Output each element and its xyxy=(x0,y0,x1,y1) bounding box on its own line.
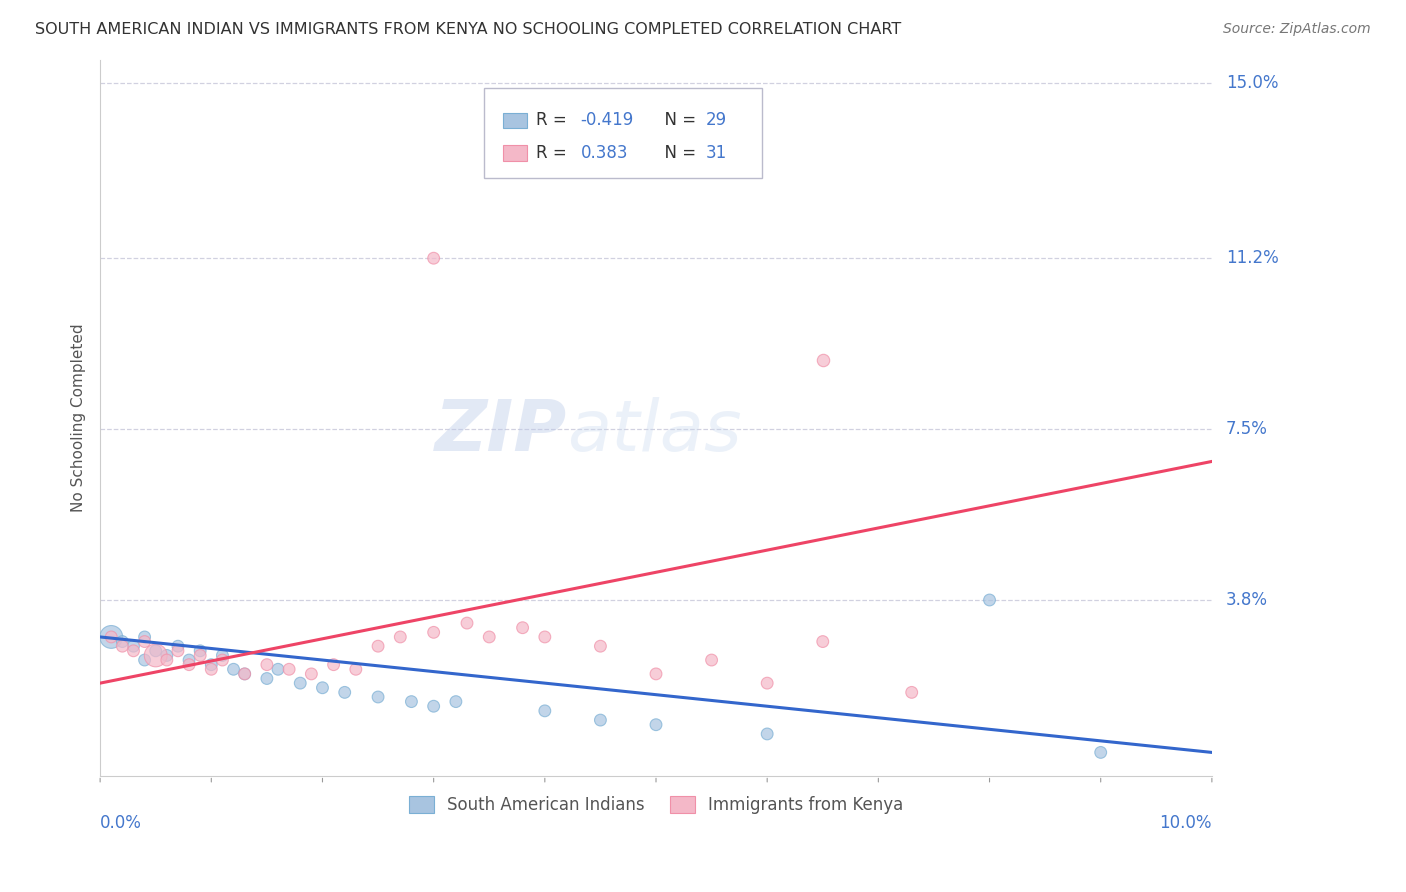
Point xyxy=(456,616,478,631)
Point xyxy=(756,727,779,741)
Point xyxy=(589,639,612,653)
Text: 10.0%: 10.0% xyxy=(1160,814,1212,832)
Point xyxy=(188,644,211,658)
Legend: South American Indians, Immigrants from Kenya: South American Indians, Immigrants from … xyxy=(402,789,910,821)
Point xyxy=(444,695,467,709)
Point xyxy=(422,699,444,714)
Text: Source: ZipAtlas.com: Source: ZipAtlas.com xyxy=(1223,22,1371,37)
Point xyxy=(200,657,222,672)
Text: 11.2%: 11.2% xyxy=(1226,249,1278,268)
Text: 0.383: 0.383 xyxy=(581,144,628,161)
FancyBboxPatch shape xyxy=(502,145,527,161)
Point xyxy=(211,648,233,663)
FancyBboxPatch shape xyxy=(502,112,527,128)
Point xyxy=(256,672,278,686)
Point xyxy=(534,630,557,644)
Text: N =: N = xyxy=(654,112,702,129)
Point xyxy=(700,653,723,667)
Point xyxy=(645,666,668,681)
Point xyxy=(100,630,122,644)
Point xyxy=(134,653,156,667)
Point xyxy=(145,644,167,658)
Point xyxy=(156,653,179,667)
Point xyxy=(267,662,290,676)
Point xyxy=(256,657,278,672)
Point xyxy=(512,621,534,635)
Point xyxy=(589,713,612,727)
Point xyxy=(200,662,222,676)
Point xyxy=(299,666,322,681)
Point xyxy=(344,662,367,676)
Point xyxy=(122,639,145,653)
Point xyxy=(290,676,312,690)
Text: -0.419: -0.419 xyxy=(581,112,634,129)
Point xyxy=(100,630,122,644)
Point xyxy=(145,648,167,663)
Point xyxy=(811,634,834,648)
Point xyxy=(422,625,444,640)
Point xyxy=(333,685,356,699)
Point xyxy=(422,251,444,265)
Text: atlas: atlas xyxy=(567,397,742,467)
Point xyxy=(979,593,1001,607)
Point xyxy=(177,657,200,672)
Point xyxy=(322,657,344,672)
Point xyxy=(222,662,245,676)
Text: 0.0%: 0.0% xyxy=(100,814,142,832)
Point xyxy=(233,666,256,681)
Point xyxy=(811,352,834,367)
Text: ZIP: ZIP xyxy=(434,397,567,467)
Point xyxy=(756,676,779,690)
Text: 7.5%: 7.5% xyxy=(1226,420,1268,438)
Point xyxy=(478,630,501,644)
Text: R =: R = xyxy=(536,112,572,129)
Point xyxy=(311,681,333,695)
Text: N =: N = xyxy=(654,144,702,161)
Point xyxy=(367,690,389,704)
Text: 31: 31 xyxy=(706,144,727,161)
Point xyxy=(167,644,190,658)
Point xyxy=(134,630,156,644)
Point xyxy=(1090,746,1112,760)
Y-axis label: No Schooling Completed: No Schooling Completed xyxy=(72,323,86,512)
Text: 15.0%: 15.0% xyxy=(1226,74,1278,92)
Point xyxy=(111,634,134,648)
Point xyxy=(177,653,200,667)
Point xyxy=(233,666,256,681)
Point xyxy=(645,717,668,731)
Point xyxy=(188,648,211,663)
Point xyxy=(278,662,301,676)
Point xyxy=(534,704,557,718)
Point xyxy=(389,630,412,644)
Point xyxy=(122,644,145,658)
Text: 29: 29 xyxy=(706,112,727,129)
Text: SOUTH AMERICAN INDIAN VS IMMIGRANTS FROM KENYA NO SCHOOLING COMPLETED CORRELATIO: SOUTH AMERICAN INDIAN VS IMMIGRANTS FROM… xyxy=(35,22,901,37)
Point xyxy=(111,639,134,653)
Point xyxy=(900,685,922,699)
Point xyxy=(211,653,233,667)
Text: R =: R = xyxy=(536,144,578,161)
Point xyxy=(156,648,179,663)
Text: 3.8%: 3.8% xyxy=(1226,591,1268,609)
FancyBboxPatch shape xyxy=(484,88,762,178)
Point xyxy=(401,695,423,709)
Point xyxy=(134,634,156,648)
Point xyxy=(367,639,389,653)
Point xyxy=(167,639,190,653)
